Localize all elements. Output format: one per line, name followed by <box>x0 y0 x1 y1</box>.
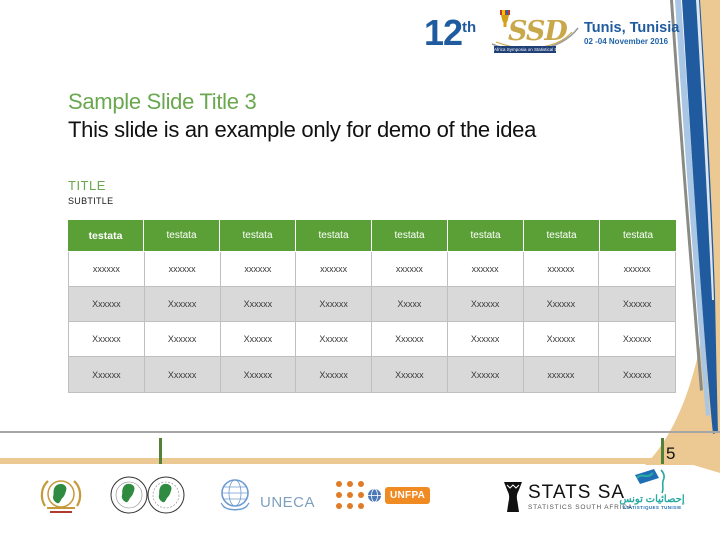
table-cell: Xxxxxx <box>523 322 600 357</box>
unfpa-dots-icon <box>336 481 364 509</box>
stats-sa-sublabel: STATISTICS SOUTH AFRICA <box>528 504 633 511</box>
table-cell: Xxxxxx <box>220 287 297 322</box>
table-row: Xxxxxx Xxxxxx Xxxxxx Xxxxxx Xxxxx Xxxxxx… <box>69 287 675 322</box>
tunisia-label-arabic: إحصائيات تونس <box>619 494 685 505</box>
table-cell: Xxxxxx <box>296 287 372 322</box>
lightblue-ribbon <box>675 0 710 416</box>
slide-subtitle: This slide is an example only for demo o… <box>68 117 537 142</box>
green-tick-left <box>159 438 162 464</box>
table-cell: Xxxxxx <box>69 287 145 322</box>
section-subtitle: SUBTITLE <box>68 196 114 206</box>
table-cell: Xxxxxx <box>448 357 524 392</box>
section-block: TITLE SUBTITLE <box>68 178 113 206</box>
footer-tan-band <box>0 458 720 464</box>
green-tick-right <box>661 438 664 464</box>
unfpa-logo: UNFPA <box>336 481 431 509</box>
stats-sa-logo: STATS SA STATISTICS SOUTH AFRICA <box>502 481 633 513</box>
edition-suffix: th <box>462 19 477 36</box>
unfpa-label: UNFPA <box>385 486 431 504</box>
table-cell: Xxxxxx <box>622 369 652 380</box>
table-cell: Xxxxx <box>372 287 448 322</box>
african-union-logo <box>36 475 86 522</box>
table-cell: Xxxxxx <box>447 322 524 357</box>
footer-divider-line <box>0 431 720 433</box>
table-header-cell: testata <box>220 220 296 251</box>
table-row: Xxxxxx Xxxxxx Xxxxxx Xxxxxx Xxxxxx Xxxxx… <box>69 322 675 357</box>
table-cell: Xxxxxx <box>144 287 221 322</box>
table-cell: Xxxxxx <box>145 357 221 392</box>
table-cell: Xxxxxx <box>296 357 372 392</box>
table-cell: Xxxxxx <box>599 322 675 357</box>
edition-number: 12 <box>424 12 463 53</box>
stats-sa-label: STATS SA <box>528 482 626 503</box>
table-header-cell: testata <box>68 220 144 251</box>
table-cell: Xxxxxx <box>599 287 675 322</box>
statistiques-tunisie-logo: إحصائيات تونس STATISTIQUES TUNISIE <box>614 468 690 510</box>
table-header-cell: testata <box>372 220 448 251</box>
table-header-cell: testata <box>524 220 600 251</box>
african-development-bank-logo <box>108 474 188 521</box>
table-cell: Xxxxxx <box>144 322 221 357</box>
logo-ssd: SSD Africa Symposia on Statistical Devel… <box>486 8 582 60</box>
venue-block: Tunis, Tunisia 02 -04 November 2016 <box>584 20 679 46</box>
table-cell: xxxxxx <box>523 252 600 287</box>
table-cell: xxxxxx <box>144 252 221 287</box>
data-table: testata testata testata testata testata … <box>68 220 676 393</box>
table-row: xxxxxx xxxxxx xxxxxx xxxxxx xxxxxx xxxxx… <box>69 252 675 287</box>
tunisia-map-icon <box>635 469 665 494</box>
darkblue-ribbon <box>682 0 718 434</box>
table-cell: xxxxxx <box>524 357 600 392</box>
right-ribbon-decoration <box>645 0 720 465</box>
table-cell: Xxxxxx <box>372 357 448 392</box>
table-cell: Xxxxxx <box>523 287 600 322</box>
table-cell: xxxxxx <box>447 252 524 287</box>
tan-corner-wedge <box>690 464 720 473</box>
page-number: 5 <box>666 444 676 463</box>
title-block: Sample Slide Title 3 This slide is an ex… <box>68 88 536 144</box>
table-body: xxxxxx xxxxxx xxxxxx xxxxxx xxxxxx xxxxx… <box>68 252 676 393</box>
table-cell: xxxxxx <box>296 252 372 287</box>
table-cell: Xxxxxx <box>296 322 372 357</box>
uneca-label: UNECA <box>260 494 316 511</box>
venue-dates: 02 -04 November 2016 <box>584 37 669 46</box>
tunisia-sublabel: STATISTIQUES TUNISIE <box>622 505 682 510</box>
table-cell: xxxxxx <box>372 252 448 287</box>
table-cell: Xxxxxx <box>69 322 145 357</box>
un-globe-icon <box>220 479 250 511</box>
table-cell: xxxxxx <box>69 252 145 287</box>
table-header-cell: testata <box>622 230 654 241</box>
table-cell: Xxxxxx <box>220 322 297 357</box>
table-header-cell: testata <box>296 220 372 251</box>
ssd-tagline: Africa Symposia on Statistical Developme… <box>494 46 556 53</box>
table-cell: Xxxxxx <box>221 357 297 392</box>
table-cell: xxxxxx <box>220 252 297 287</box>
venue-city: Tunis, Tunisia <box>584 20 680 36</box>
ssd-trophy-icon <box>500 10 510 27</box>
drum-icon <box>504 482 522 512</box>
logo-12th: 12th <box>424 12 476 54</box>
table-cell: Xxxxxx <box>69 357 145 392</box>
table-cell: Xxxxxx <box>372 322 448 357</box>
table-cell: Xxxxxx <box>447 287 524 322</box>
table-header-row: testata testata testata testata testata … <box>68 220 676 251</box>
uneca-logo: UNECA <box>216 476 315 514</box>
table-header-cell: testata <box>144 220 220 251</box>
slide-title: Sample Slide Title 3 <box>68 89 257 114</box>
section-title: TITLE <box>68 178 106 193</box>
table-row: Xxxxxx Xxxxxx Xxxxxx Xxxxxx Xxxxxx Xxxxx… <box>69 357 675 392</box>
table-header-cell: testata <box>448 220 524 251</box>
unfpa-globe-icon <box>368 488 381 502</box>
gray-ribbon <box>670 0 703 391</box>
white-ribbon-accent <box>696 0 714 300</box>
table-cell: xxxxxx <box>599 252 675 287</box>
